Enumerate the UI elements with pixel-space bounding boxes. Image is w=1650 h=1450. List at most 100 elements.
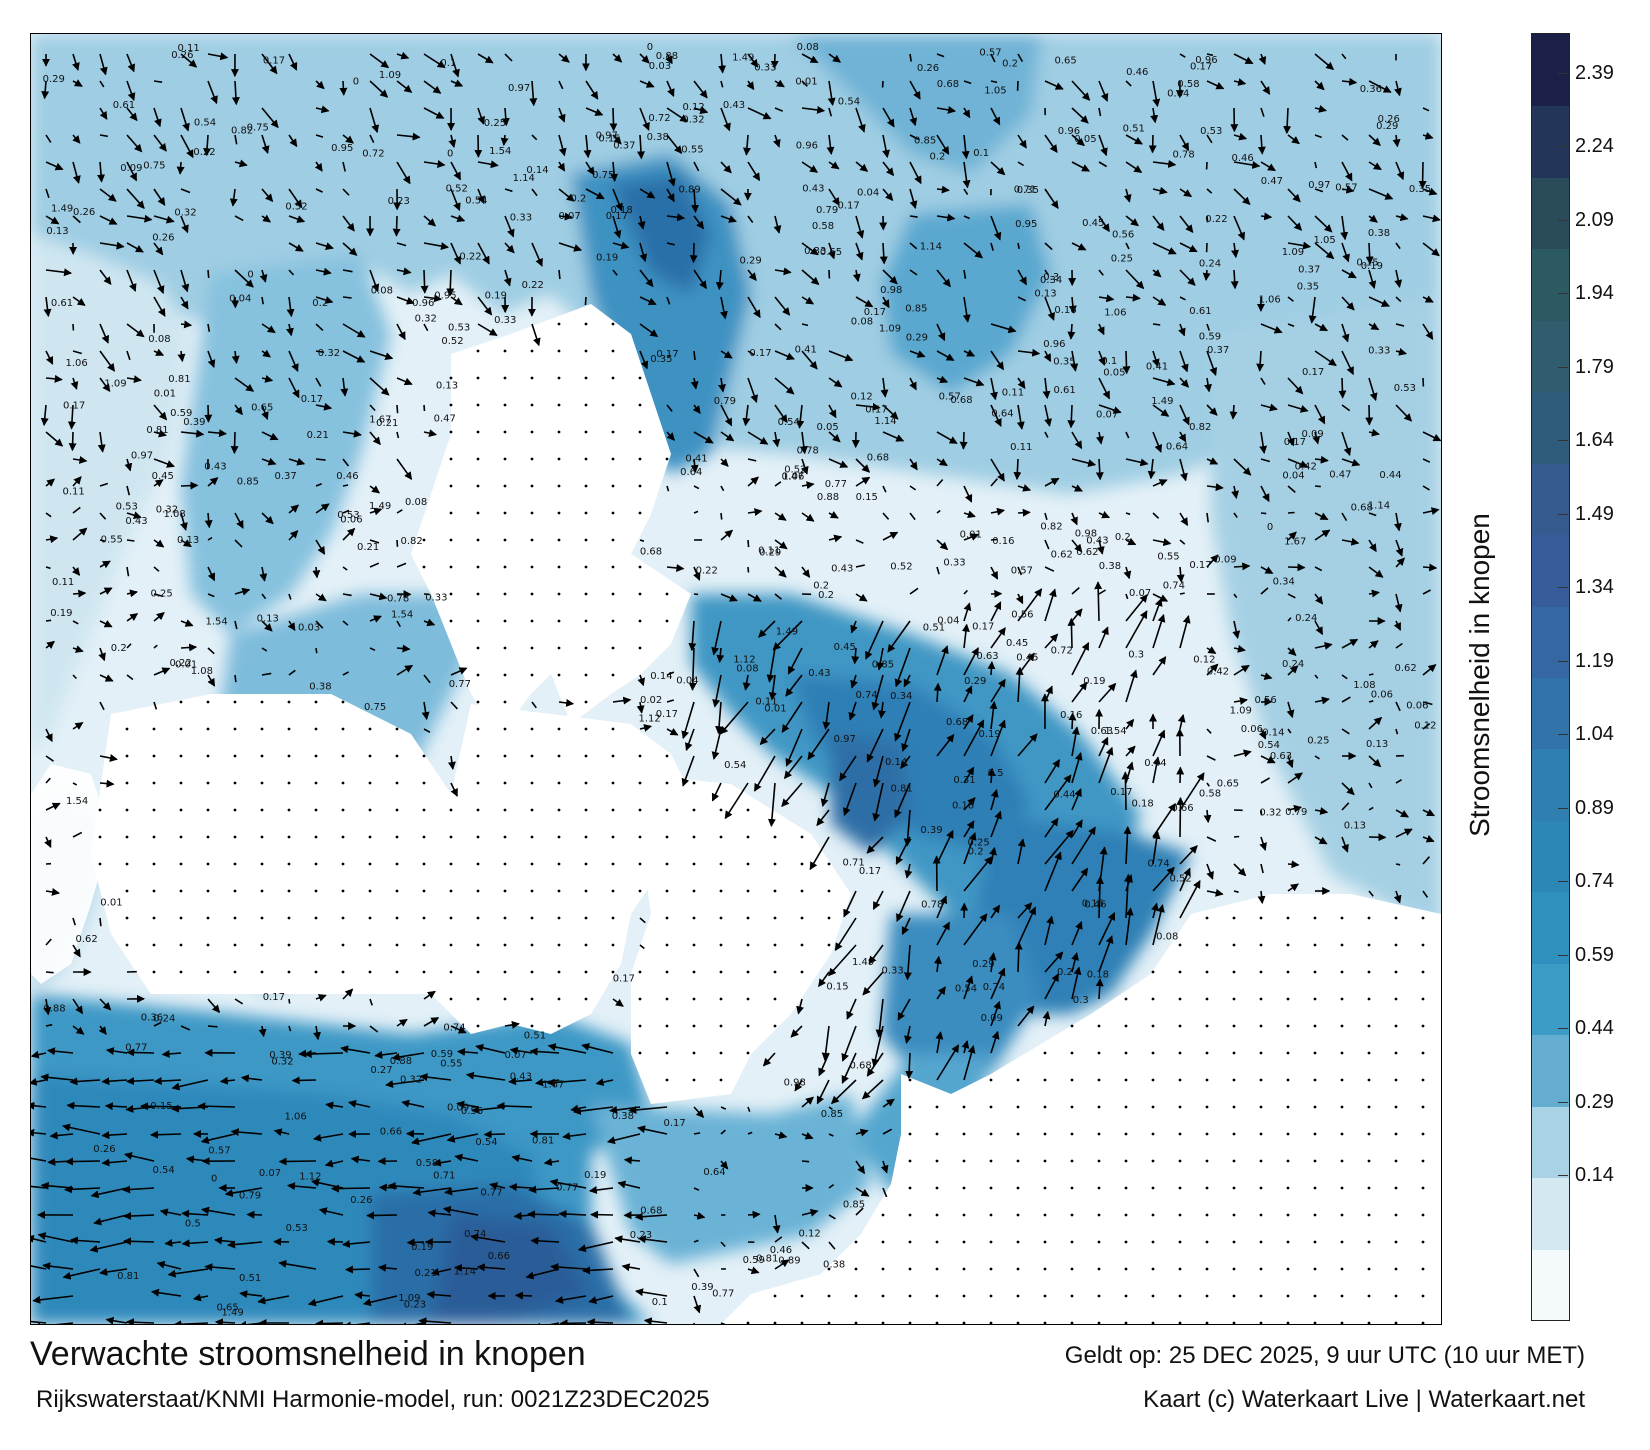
current-arrow	[901, 917, 911, 936]
current-arrow	[1395, 779, 1403, 784]
current-arrow	[123, 1211, 155, 1220]
grid-dot	[611, 646, 615, 650]
current-arrow	[558, 698, 575, 707]
current-arrow	[66, 1101, 101, 1110]
current-arrow	[855, 1128, 869, 1137]
legend-swatch	[1532, 1177, 1569, 1250]
grid-dot	[503, 457, 507, 461]
current-arrow	[153, 458, 175, 468]
current-arrow	[1123, 825, 1132, 865]
grid-dot	[449, 592, 453, 596]
current-arrow	[1341, 269, 1357, 279]
grid-dot	[1178, 970, 1182, 974]
current-arrow	[153, 242, 164, 256]
legend-tick-mark	[1558, 1175, 1568, 1176]
grid-dot	[1070, 1105, 1074, 1109]
current-arrow	[936, 375, 949, 384]
current-arrow	[1341, 458, 1361, 467]
current-arrow	[693, 431, 714, 444]
current-arrow	[882, 531, 899, 541]
current-arrow	[207, 593, 215, 598]
speed-label: 0.54	[153, 1165, 175, 1176]
grid-dot	[1178, 1267, 1182, 1271]
current-arrow	[866, 836, 884, 854]
grid-dot	[476, 403, 480, 407]
current-arrow	[477, 242, 490, 265]
speed-label: 0.85	[843, 1200, 865, 1211]
current-arrow	[1314, 404, 1326, 425]
current-arrow	[809, 836, 830, 871]
grid-dot	[476, 349, 480, 353]
grid-dot	[800, 862, 804, 866]
current-arrow	[1152, 538, 1172, 547]
current-arrow	[1287, 772, 1303, 784]
current-arrow	[666, 404, 673, 412]
speed-label: 0.18	[611, 205, 633, 216]
speed-label: 0.82	[231, 125, 253, 136]
grid-dot	[584, 970, 588, 974]
current-arrow	[1098, 134, 1108, 157]
legend-swatch	[1532, 1034, 1569, 1107]
grid-dot	[935, 1105, 939, 1109]
current-arrow	[72, 1025, 85, 1035]
current-arrow	[936, 734, 955, 757]
current-arrow	[612, 53, 623, 63]
grid-dot	[341, 862, 345, 866]
current-arrow	[153, 348, 165, 356]
current-arrow	[909, 458, 918, 471]
current-arrow	[1422, 323, 1434, 340]
current-arrow	[180, 539, 192, 548]
current-arrow	[936, 53, 945, 58]
grid-dot	[611, 484, 615, 488]
current-arrow	[423, 404, 426, 412]
current-arrow	[288, 530, 299, 541]
speed-label: 1.12	[733, 655, 755, 666]
current-arrow	[586, 1318, 614, 1324]
current-arrow	[990, 478, 999, 487]
current-arrow	[65, 1157, 101, 1166]
current-arrow	[1179, 880, 1201, 919]
grid-dot	[476, 700, 480, 704]
current-arrow	[423, 429, 437, 438]
speed-label: 0.26	[152, 232, 174, 243]
grid-dot	[1259, 970, 1263, 974]
current-arrow	[1422, 485, 1430, 491]
current-arrow	[489, 1182, 506, 1190]
current-arrow	[1095, 431, 1104, 445]
current-arrow	[342, 350, 366, 363]
current-arrow	[261, 188, 274, 203]
speed-label: 0.09	[120, 163, 142, 174]
speed-label: 0.34	[890, 691, 912, 702]
grid-dot	[1367, 916, 1371, 920]
current-arrow	[773, 134, 781, 148]
current-arrow	[1152, 242, 1177, 255]
current-arrow	[396, 296, 415, 305]
grid-dot	[854, 1267, 858, 1271]
current-arrow	[1395, 828, 1413, 838]
grid-dot	[1286, 1321, 1290, 1324]
grid-dot	[557, 943, 561, 947]
current-arrow	[1123, 566, 1132, 580]
current-arrow	[45, 888, 60, 896]
current-arrow	[1098, 269, 1104, 276]
grid-dot	[1421, 1105, 1425, 1109]
current-arrow	[47, 1047, 74, 1056]
current-arrow	[720, 485, 725, 492]
grid-dot	[152, 970, 156, 974]
grid-dot	[530, 619, 534, 623]
grid-dot	[422, 808, 426, 812]
current-arrow	[558, 242, 583, 252]
grid-dot	[1205, 1105, 1209, 1109]
current-arrow	[639, 269, 654, 288]
current-arrow	[49, 1131, 74, 1140]
speed-label: 0.38	[1368, 228, 1390, 239]
current-arrow	[348, 1099, 371, 1108]
speed-label: 0.79	[714, 396, 736, 407]
current-arrow	[126, 242, 144, 253]
speed-label: 0.18	[952, 801, 974, 812]
current-arrow	[866, 1052, 884, 1077]
grid-dot	[1151, 1159, 1155, 1163]
current-arrow	[324, 1159, 344, 1168]
current-arrow	[315, 482, 322, 487]
grid-dot	[557, 808, 561, 812]
